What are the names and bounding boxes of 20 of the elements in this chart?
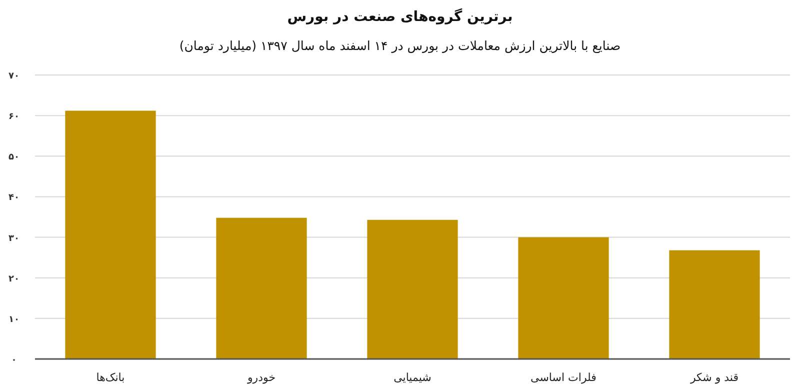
y-tick-label: ۴۰ <box>8 193 20 204</box>
bar <box>216 218 307 359</box>
y-tick-label: ۷۰ <box>8 72 20 82</box>
y-tick-label: ۰ <box>11 356 17 366</box>
bar <box>65 110 156 359</box>
bar <box>669 250 760 359</box>
y-tick-label: ۱۰ <box>8 314 20 325</box>
chart-title: برترین گروه‌های صنعت در بورس <box>287 8 513 25</box>
bar <box>367 220 458 359</box>
x-tick-label: فلرات اساسی <box>530 371 596 384</box>
y-tick-label: ۶۰ <box>8 112 20 122</box>
x-tick-label: خودرو <box>246 371 276 384</box>
x-tick-label: قند و شکر <box>689 371 739 384</box>
bar <box>518 237 609 359</box>
y-tick-label: ۵۰ <box>8 152 20 163</box>
chart-subtitle: صنایع با بالاترین ارزش معاملات در بورس در ۱۴ اسفند ماه سال ۱۳۹۷ (میلیارد تومان) <box>179 38 621 54</box>
y-tick-label: ۳۰ <box>8 234 20 244</box>
x-tick-label: بانک‌ها <box>96 371 125 384</box>
y-tick-label: ۲۰ <box>8 274 20 284</box>
x-tick-label: شیمیایی <box>394 371 432 384</box>
